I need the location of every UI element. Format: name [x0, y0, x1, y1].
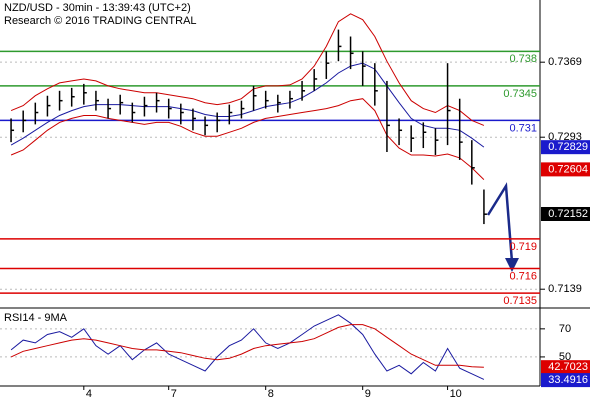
chart-subtitle: Research © 2016 TRADING CENTRAL	[4, 15, 197, 27]
y-tick-label: 0.7139	[548, 283, 582, 295]
y-tick-label: 70	[559, 323, 571, 335]
overlay-line	[10, 13, 485, 126]
price-marker-label: 0.72829	[548, 141, 588, 153]
level-label: 0.7345	[503, 88, 537, 100]
price-marker	[541, 162, 590, 177]
projection-arrow	[486, 182, 514, 263]
x-tick-label: 4	[86, 388, 92, 400]
y-tick-label: 0.7293	[548, 131, 582, 143]
level-label: 0.731	[509, 122, 537, 134]
level-label: 0.7135	[503, 295, 537, 307]
price-marker-label: 0.72604	[548, 163, 588, 175]
level-label: 0.738	[509, 53, 537, 65]
rsi-line	[10, 314, 485, 380]
rsi-line	[10, 324, 484, 368]
price-marker-label: 0.72152	[548, 208, 588, 220]
overlay-line	[10, 98, 485, 180]
level-label: 0.719	[509, 241, 537, 253]
chart-title: NZD/USD - 30min - 13:39:43 (UTC+2)	[4, 2, 191, 14]
y-tick-label: 50	[559, 351, 571, 363]
price-marker	[541, 360, 590, 375]
price-marker-label: 33.4916	[548, 374, 588, 386]
y-tick-label: 0.7369	[548, 56, 582, 68]
x-tick-label: 10	[450, 388, 462, 400]
x-tick-label: 7	[171, 388, 177, 400]
price-marker	[541, 140, 590, 155]
x-tick-label: 9	[365, 388, 371, 400]
price-marker	[541, 373, 590, 388]
price-marker	[541, 206, 590, 221]
x-tick-label: 8	[268, 388, 274, 400]
rsi-title: RSI14 - 9MA	[4, 312, 68, 324]
price-marker-label: 42.7023	[548, 361, 588, 373]
level-label: 0.716	[509, 270, 537, 282]
arrow-head	[505, 258, 519, 272]
overlay-line	[10, 62, 485, 148]
